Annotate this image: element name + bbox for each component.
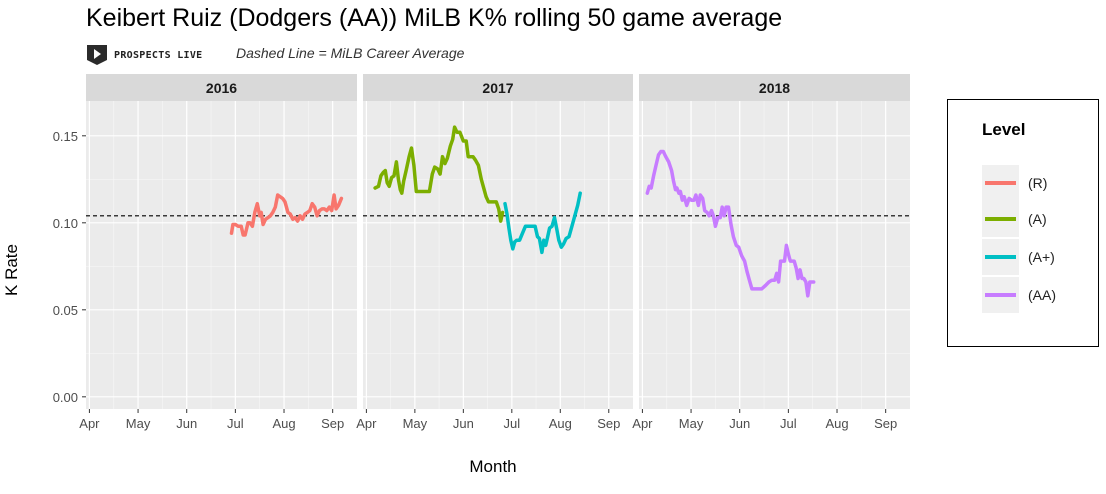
series-line-aa <box>645 149 816 298</box>
series-line-a-plus <box>503 191 582 255</box>
legend-label-aa: (AA) <box>1028 287 1056 303</box>
faceted-line-chart: 2016 Apr May Jun Jul Aug Sep 2017 Apr May Jun Jul Au… <box>2 74 910 476</box>
facet-strip-label: 2018 <box>759 80 790 96</box>
x-tick-label: Apr <box>356 416 377 431</box>
panel-background-2017 <box>363 101 633 409</box>
series-line-r <box>229 193 344 237</box>
legend: Level (R) (A) (A+) (AA) <box>947 99 1099 347</box>
legend-label-a: (A) <box>1028 211 1047 227</box>
logo-text: PROSPECTS LIVE <box>114 49 203 61</box>
x-tick-label: Apr <box>632 416 653 431</box>
legend-item-a: (A) <box>982 201 1047 237</box>
panel-background-2018 <box>639 101 910 409</box>
y-tick-label: 0.15 <box>53 129 78 144</box>
facet-strip-2016 <box>86 74 357 101</box>
x-tick-label: Jun <box>176 416 197 431</box>
facet-strip-label: 2017 <box>482 80 513 96</box>
x-tick-label: Sep <box>321 416 344 431</box>
x-tick-label: Jul <box>780 416 797 431</box>
facet-strip-2018 <box>639 74 910 101</box>
legend-key-a <box>982 201 1019 237</box>
x-tick-label: Aug <box>825 416 848 431</box>
legend-key-aa <box>982 277 1019 313</box>
x-tick-label: May <box>679 416 704 431</box>
legend-label-a-plus: (A+) <box>1028 249 1055 265</box>
legend-item-aa: (AA) <box>982 277 1056 313</box>
legend-item-a-plus: (A+) <box>982 239 1055 275</box>
legend-title: Level <box>982 120 1026 139</box>
x-tick-label: Jun <box>729 416 750 431</box>
x-tick-label: Sep <box>597 416 620 431</box>
y-tick-label: 0.00 <box>53 390 78 405</box>
facet-strip-2017 <box>363 74 633 101</box>
play-badge-icon <box>87 45 107 65</box>
x-axis-title: Month <box>469 457 516 476</box>
x-tick-label: May <box>126 416 151 431</box>
facet-strip-label: 2016 <box>206 80 237 96</box>
y-axis-title: K Rate <box>2 244 21 296</box>
x-tick-label: Sep <box>874 416 897 431</box>
legend-key-a-plus <box>982 239 1019 275</box>
x-tick-label: May <box>403 416 428 431</box>
chart-subtitle: Dashed Line = MiLB Career Average <box>236 45 465 61</box>
x-tick-label: Jul <box>227 416 244 431</box>
x-tick-label: Jul <box>504 416 521 431</box>
y-tick-label: 0.05 <box>53 303 78 318</box>
prospects-live-logo: PROSPECTS LIVE <box>86 44 203 66</box>
series-line-a <box>373 125 505 223</box>
chart-title: Keibert Ruiz (Dodgers (AA)) MiLB K% roll… <box>86 4 783 32</box>
legend-key-r <box>982 165 1019 201</box>
x-tick-label: Aug <box>272 416 295 431</box>
x-tick-label: Jun <box>453 416 474 431</box>
legend-label-r: (R) <box>1028 175 1048 191</box>
legend-item-r: (R) <box>982 165 1047 201</box>
x-tick-label: Aug <box>549 416 572 431</box>
y-tick-label: 0.10 <box>53 216 78 231</box>
x-tick-label: Apr <box>79 416 100 431</box>
panel-background-2016 <box>86 101 357 409</box>
